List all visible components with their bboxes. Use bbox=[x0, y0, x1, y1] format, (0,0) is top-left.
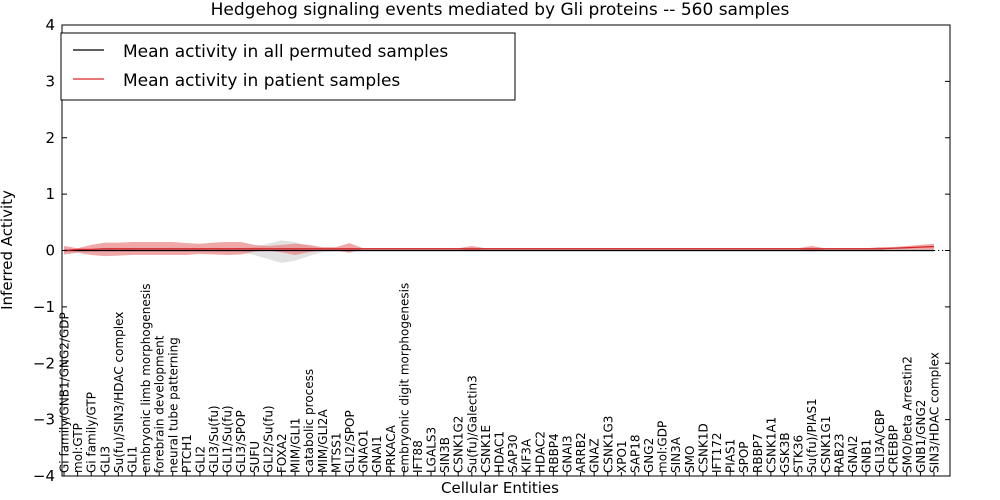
x-tick-label: mol:GTP bbox=[71, 423, 85, 473]
x-tick-label: GNAI1 bbox=[370, 435, 384, 473]
x-tick-label: GLI3 bbox=[98, 446, 112, 473]
x-tick-label: Su(fu)/Galectin3 bbox=[465, 375, 479, 473]
x-tick-label: GSK3B bbox=[778, 432, 792, 473]
y-tick-label: 2 bbox=[45, 129, 55, 147]
x-tick-label: SMO/beta Arrestin2 bbox=[900, 356, 914, 473]
x-tick-label: GLI1 bbox=[125, 446, 139, 473]
y-tick-label: 4 bbox=[45, 16, 55, 34]
x-axis: Gi family/GNB1/GNG2/GDP mol:GTP Gi family/… bbox=[58, 283, 942, 476]
x-tick-label: CSNK1E bbox=[479, 425, 493, 473]
y-tick-label: 1 bbox=[45, 185, 55, 203]
y-axis: 4 3 2 1 0 −1 −2 −3 −4 bbox=[33, 16, 950, 485]
x-tick-label: CSNK1G1 bbox=[819, 416, 833, 473]
x-tick-label: SIN3A bbox=[669, 436, 683, 473]
x-tick-label: XPO1 bbox=[615, 440, 629, 473]
x-tick-label: GLI1/Su(fu) bbox=[221, 405, 235, 473]
x-tick-label: ARRB2 bbox=[574, 432, 588, 473]
x-tick-label: GNAZ bbox=[588, 438, 602, 473]
x-tick-label: GNB1/GNG2 bbox=[914, 400, 928, 473]
x-tick-label: GLI3A/CBP bbox=[873, 410, 887, 473]
legend-label-patient: Mean activity in patient samples bbox=[123, 71, 400, 91]
x-tick-label: CSNK1A1 bbox=[764, 417, 778, 473]
x-tick-label: SUFU bbox=[248, 441, 262, 473]
series-lines bbox=[62, 245, 950, 252]
y-tick-label: −3 bbox=[33, 411, 55, 429]
legend-label-permuted: Mean activity in all permuted samples bbox=[123, 42, 448, 62]
chart-title: Hedgehog signaling events mediated by Gl… bbox=[211, 0, 790, 20]
x-tick-label: SPOP bbox=[737, 441, 751, 473]
x-tick-label: GLI2/SPOP bbox=[343, 410, 357, 473]
x-tick-label: PTCH1 bbox=[180, 434, 194, 473]
x-tick-label: FOXA2 bbox=[275, 433, 289, 473]
x-tick-label: Gi family/GNB1/GNG2/GDP bbox=[58, 312, 72, 473]
y-axis-label: Inferred Activity bbox=[0, 190, 16, 310]
x-tick-label: CREBBP bbox=[887, 425, 901, 473]
x-tick-label: SMO bbox=[683, 446, 697, 473]
x-tick-label: GNB1 bbox=[860, 439, 874, 473]
x-tick-label: SAP30 bbox=[506, 434, 520, 473]
x-tick-label: MTSS1 bbox=[329, 432, 343, 473]
x-tick-label: SIN3B bbox=[438, 437, 452, 473]
x-tick-label: IFT172 bbox=[710, 433, 724, 473]
x-tick-label: Su(fu)/SIN3/HDAC complex bbox=[112, 312, 126, 473]
x-tick-label: MIM/GLI1 bbox=[289, 418, 303, 473]
x-tick-label: RAB23 bbox=[832, 433, 846, 473]
x-tick-label: KIF3A bbox=[520, 438, 534, 473]
x-tick-label: GNAI2 bbox=[846, 435, 860, 473]
x-tick-label: STK36 bbox=[792, 435, 806, 473]
x-tick-label: embryonic digit morphogenesis bbox=[397, 283, 411, 473]
x-tick-label: GNG2 bbox=[642, 438, 656, 473]
x-tick-label: catabolic process bbox=[302, 369, 316, 473]
x-tick-label: Gi family/GTP bbox=[85, 392, 99, 473]
y-tick-label: −4 bbox=[33, 467, 55, 485]
x-tick-label: SAP18 bbox=[628, 434, 642, 473]
x-tick-label: Su(fu)/PIAS1 bbox=[805, 398, 819, 473]
x-tick-label: embryonic limb morphogenesis bbox=[139, 283, 153, 473]
y-tick-label: 0 bbox=[45, 242, 55, 260]
x-tick-label: GLI3/SPOP bbox=[234, 410, 248, 473]
y-tick-label: −2 bbox=[33, 354, 55, 372]
x-tick-label: CSNK1G2 bbox=[452, 416, 466, 473]
x-tick-label: GNAI3 bbox=[560, 435, 574, 473]
x-axis-label: Cellular Entities bbox=[441, 479, 559, 497]
x-tick-label: CSNK1D bbox=[696, 423, 710, 473]
x-tick-label: neural tube patterning bbox=[166, 337, 180, 473]
x-tick-label: GLI3/Su(fu) bbox=[207, 405, 221, 473]
x-tick-label: CSNK1G3 bbox=[601, 416, 615, 473]
x-tick-label: MIM/GLI2A bbox=[316, 409, 330, 473]
x-tick-label: HDAC2 bbox=[533, 431, 547, 473]
x-tick-label: mol:GDP bbox=[656, 421, 670, 473]
series-line-1 bbox=[63, 245, 935, 252]
y-tick-label: 3 bbox=[45, 72, 55, 90]
x-tick-label: IFT88 bbox=[411, 440, 425, 473]
confidence-bands bbox=[64, 240, 934, 263]
legend-box bbox=[60, 32, 516, 101]
x-tick-label: PIAS1 bbox=[724, 439, 738, 473]
y-tick-label: −1 bbox=[33, 298, 55, 316]
x-tick-label: HDAC1 bbox=[493, 431, 507, 473]
x-tick-label: GNAO1 bbox=[357, 430, 371, 473]
x-tick-label: LGALS3 bbox=[425, 427, 439, 473]
x-tick-label: PRKACA bbox=[384, 424, 398, 473]
x-tick-label: forebrain development bbox=[153, 335, 167, 473]
x-tick-label: SIN3/HDAC complex bbox=[928, 352, 942, 473]
x-tick-label: GLI2 bbox=[193, 446, 207, 473]
legend: Mean activity in all permuted samples Me… bbox=[60, 32, 516, 101]
x-tick-label: RBBP4 bbox=[547, 433, 561, 473]
x-tick-label: RBBP7 bbox=[751, 433, 765, 473]
x-tick-label: GLI2/Su(fu) bbox=[261, 405, 275, 473]
